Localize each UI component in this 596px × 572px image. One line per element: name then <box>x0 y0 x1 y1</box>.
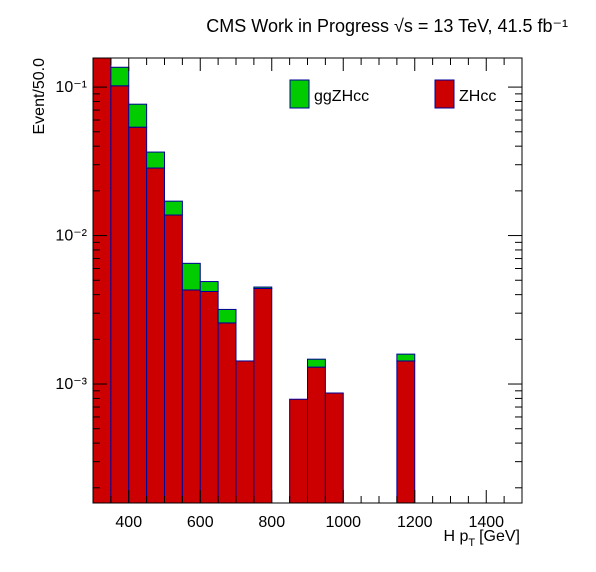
bar <box>235 360 255 503</box>
bar <box>307 358 326 368</box>
bars <box>93 58 416 503</box>
bar <box>128 126 148 503</box>
bar <box>396 360 416 503</box>
x-label-text: H p <box>443 528 468 545</box>
x-tick-label: 800 <box>258 514 285 531</box>
y-tick-label: 10⁻³ <box>55 376 87 393</box>
x-label-sub: T <box>468 537 475 549</box>
x-tick-label: 400 <box>115 514 142 531</box>
bar <box>253 287 273 503</box>
bar <box>128 103 148 128</box>
legend-swatch <box>289 79 310 109</box>
y-tick-label: 10⁻² <box>55 228 87 245</box>
bar <box>181 289 201 503</box>
bar <box>289 398 308 503</box>
x-tick-label: 600 <box>187 514 214 531</box>
bar <box>217 322 237 503</box>
x-axis-label: H pT [GeV] <box>443 528 520 549</box>
chart-title: CMS Work in Progress √s = 13 TeV, 41.5 f… <box>206 16 568 36</box>
bar <box>253 286 273 289</box>
legend-label: ZHcc <box>459 88 496 105</box>
bar <box>396 353 416 362</box>
bar <box>93 58 112 503</box>
bar <box>217 308 237 324</box>
bar <box>324 392 344 503</box>
bar <box>164 200 183 216</box>
y-tick-label: 10⁻¹ <box>55 79 87 96</box>
bar <box>146 167 165 503</box>
bar <box>110 85 130 503</box>
y-axis-label: Event/50.0 <box>31 58 48 135</box>
x-tick-label: 1400 <box>468 514 504 531</box>
x-label-unit: [GeV] <box>479 528 520 545</box>
legend-label: ggZHcc <box>314 88 369 105</box>
x-tick-label: 1000 <box>325 514 361 531</box>
legend-swatch <box>434 79 455 109</box>
bar <box>181 262 201 291</box>
bar <box>146 151 165 169</box>
bar <box>164 214 183 503</box>
bar <box>307 366 326 503</box>
x-tick-label: 1200 <box>397 514 433 531</box>
bar <box>199 290 219 503</box>
bar <box>199 281 219 292</box>
bar <box>110 66 130 87</box>
